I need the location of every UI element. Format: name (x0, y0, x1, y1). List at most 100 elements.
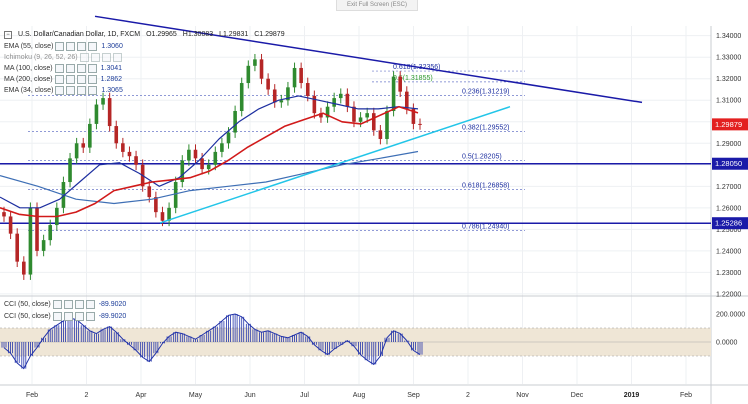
more-icon[interactable] (88, 86, 98, 95)
y-tick-label: 1.26000 (716, 205, 741, 212)
candle-body (398, 76, 402, 92)
legend-ma200[interactable]: MA (200, close) 1.2862 (4, 75, 122, 84)
candle-body (246, 65, 251, 84)
candle-body (266, 78, 270, 90)
candle-body (134, 156, 138, 165)
eye-icon[interactable] (55, 86, 65, 95)
legend-ichimoku[interactable]: Ichimoku (9, 26, 52, 26) (4, 53, 122, 62)
exit-fullscreen-button[interactable]: Exit Full Screen (ESC) (336, 0, 418, 11)
x-tick-label: Jul (300, 392, 309, 399)
legend-ema34[interactable]: EMA (34, close) 1.3065 (4, 86, 123, 95)
cci-band (0, 327, 711, 357)
y-tick-label: 1.34000 (716, 33, 741, 40)
ohlc-low: L1.29831 (219, 31, 249, 38)
settings-icon[interactable] (66, 42, 76, 51)
candle-body (173, 182, 178, 208)
eye-icon[interactable] (54, 75, 64, 84)
candle-body (94, 104, 99, 124)
settings-icon[interactable] (65, 75, 75, 84)
close-icon[interactable] (76, 75, 86, 84)
fib-label: 0.618(1.26858) (462, 182, 509, 189)
more-icon[interactable] (112, 53, 122, 62)
more-icon[interactable] (87, 64, 97, 73)
x-tick-label: Dec (571, 392, 584, 399)
legend-cci-2[interactable]: CCI (50, close) -89.9020 (4, 312, 126, 321)
ma200-line (0, 150, 419, 205)
close-icon[interactable] (101, 53, 111, 62)
ohlc-high: H1.30083 (182, 31, 214, 38)
chart-title-row: − U.S. Dollar/Canadian Dollar, 1D, FXCM … (4, 31, 289, 39)
eye-icon[interactable] (52, 300, 62, 309)
more-icon[interactable] (85, 300, 95, 309)
settings-icon[interactable] (65, 64, 75, 73)
eye-icon[interactable] (79, 53, 89, 62)
candle-body (305, 83, 310, 96)
ema55-line (0, 95, 419, 209)
legend-label: MA (100, close) (4, 65, 53, 72)
eye-icon[interactable] (54, 64, 64, 73)
legend-label: MA (200, close) (4, 76, 53, 83)
close-icon[interactable] (74, 312, 84, 321)
candle-body (226, 132, 231, 144)
eye-icon[interactable] (55, 42, 65, 51)
horizontal-levels (0, 162, 711, 224)
more-icon[interactable] (87, 75, 97, 84)
candle-body (418, 123, 422, 125)
candle-body (345, 93, 350, 107)
candle-body (160, 212, 165, 221)
candle-body (352, 106, 356, 122)
candle-body (8, 216, 13, 234)
candle-body (385, 111, 389, 139)
ohlc-close: C1.29879 (254, 31, 285, 38)
x-tick-label: 2 (466, 392, 470, 399)
candle-body (272, 89, 277, 103)
x-tick-label: Apr (136, 392, 148, 399)
candle-body (299, 67, 303, 84)
legend-value: -89.9020 (98, 313, 127, 320)
fib-label: 0.786(1.24940) (462, 224, 509, 231)
legend-label: Ichimoku (9, 26, 52, 26) (4, 54, 78, 61)
candle-body (121, 143, 125, 152)
close-icon[interactable] (77, 86, 87, 95)
x-tick-label: Nov (516, 392, 529, 399)
legend-cci-1[interactable]: CCI (50, close) -89.9020 (4, 300, 126, 309)
settings-icon[interactable] (90, 53, 100, 62)
price-pane (0, 26, 711, 295)
y-tick-label: 1.27000 (716, 184, 741, 191)
candle-body (206, 164, 211, 170)
candle-body (107, 98, 112, 127)
candle-body (292, 67, 297, 88)
legend-ema55[interactable]: EMA (55, close) 1.3060 (4, 42, 123, 51)
settings-icon[interactable] (66, 86, 76, 95)
level-tag-bg (712, 157, 748, 170)
candle-body (279, 100, 284, 103)
candle-body (378, 130, 383, 139)
legend-ma100[interactable]: MA (100, close) 1.3041 (4, 64, 122, 73)
collapse-icon[interactable]: − (4, 31, 12, 39)
settings-icon[interactable] (63, 312, 73, 321)
candle-body (154, 197, 158, 213)
close-icon[interactable] (74, 300, 84, 309)
more-icon[interactable] (88, 42, 98, 51)
fib-label: 0.236(1.31219) (462, 89, 509, 96)
y-tick-label: 1.29000 (716, 141, 741, 148)
cci-line (3, 313, 421, 370)
y-tick-label: 1.25000 (716, 227, 741, 234)
cci-tick-label: 200.0000 (716, 312, 745, 319)
settings-icon[interactable] (63, 300, 73, 309)
more-icon[interactable] (85, 312, 95, 321)
last-price-tag-bg (712, 118, 748, 131)
y-tick-label: 1.32000 (716, 76, 741, 83)
candle-body (88, 123, 92, 148)
candle-body (411, 108, 416, 124)
legend-value: 1.2862 (100, 76, 123, 83)
candle-body (213, 151, 218, 165)
candle-body (371, 113, 376, 131)
close-icon[interactable] (77, 42, 87, 51)
legend-value: 1.3060 (101, 43, 123, 50)
close-icon[interactable] (76, 64, 86, 73)
candle-body (239, 83, 244, 112)
candle-body (15, 233, 20, 262)
eye-icon[interactable] (52, 312, 62, 321)
